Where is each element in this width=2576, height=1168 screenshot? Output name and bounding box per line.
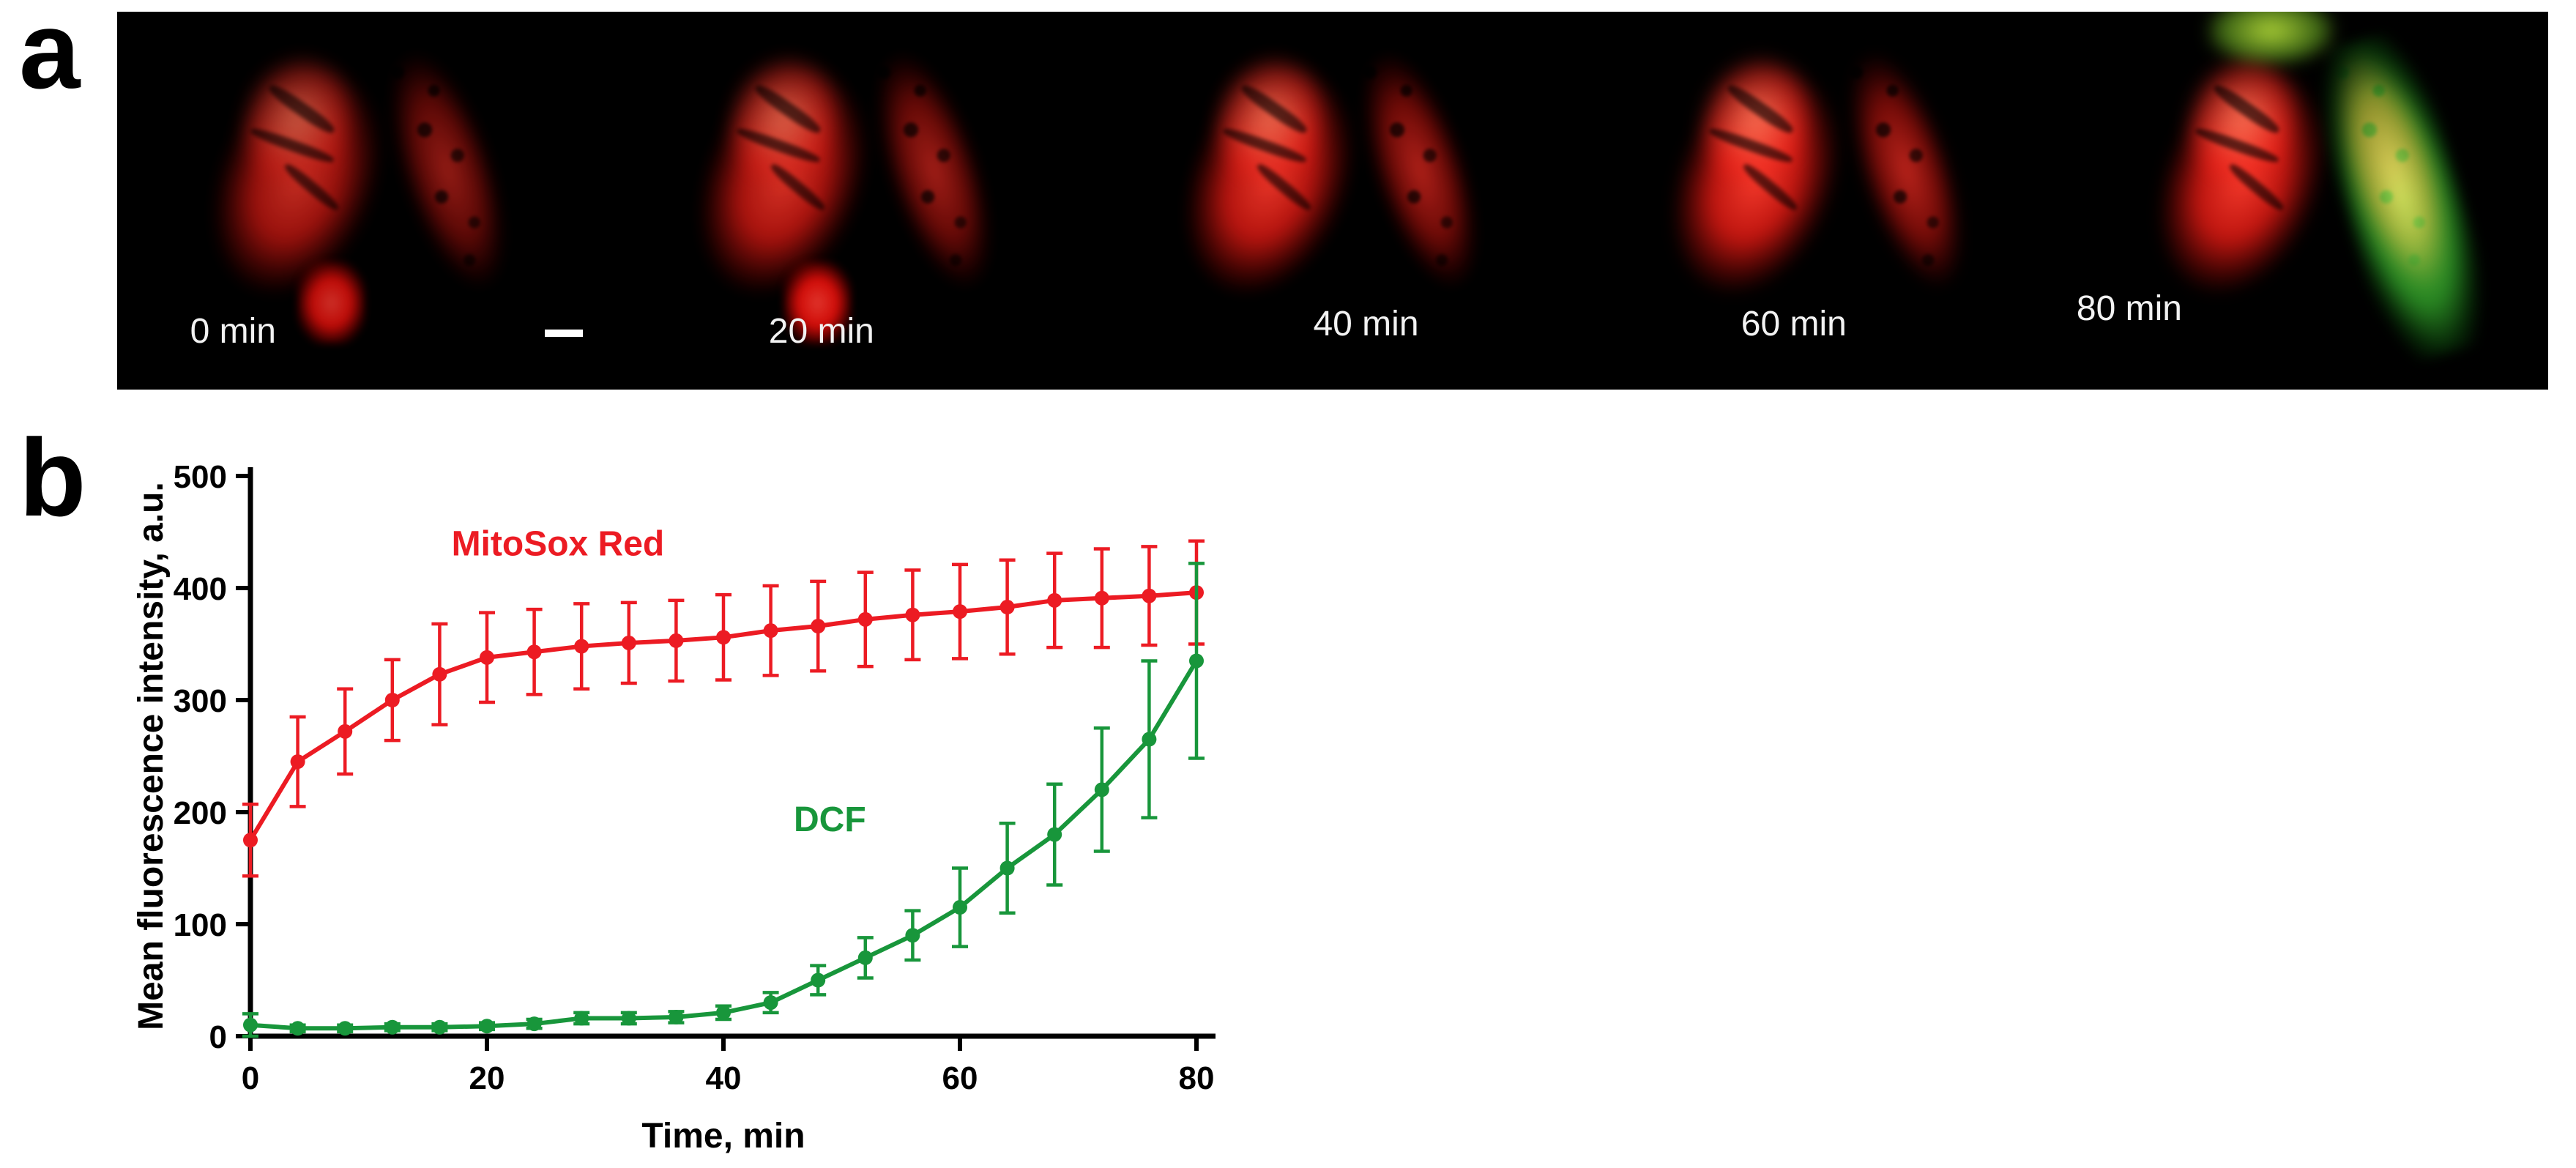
x-tick-label: 0 [242,1060,259,1096]
data-point [905,607,920,622]
data-point [526,644,542,660]
data-point [999,600,1015,615]
y-axis-label: Mean fluorescence intensity, a.u. [132,482,171,1030]
data-point [384,693,400,707]
data-point [432,1019,447,1035]
fluorescence-cells-image [603,12,1090,390]
data-point [290,754,305,770]
data-point [811,972,826,988]
micrograph-frame: 80 min [2062,12,2548,390]
x-tick-label: 80 [1179,1060,1215,1096]
data-point [243,1017,258,1033]
time-label: 20 min [768,312,874,351]
time-label: 0 min [190,312,276,351]
x-tick-label: 40 [706,1060,742,1096]
data-point [669,1009,684,1024]
y-tick-label: 100 [174,907,227,943]
micrograph-frame: 60 min [1576,12,2062,390]
data-point [1047,827,1062,842]
time-label: 40 min [1313,305,1419,344]
time-label: 60 min [1741,305,1847,344]
micrograph-frame: 20 min [603,12,1090,390]
y-tick-label: 300 [174,683,227,719]
data-point [1047,592,1062,608]
data-point [953,900,967,915]
data-point [1142,732,1157,747]
data-point [1142,588,1157,603]
data-point [574,1011,589,1026]
y-tick-label: 0 [209,1019,227,1055]
series-dcf [242,562,1205,1038]
green-fluorescence-overlay [2208,12,2334,65]
line-chart: 0 100 200 300 400 500 0 20 40 60 80 Time, min Mean f… [132,459,1216,1156]
data-point [857,950,873,965]
data-point [574,639,589,654]
data-point [999,860,1015,876]
micrograph-strip: 0 min 20 min 40 min 60 min 80 min [117,12,2548,390]
data-point [763,623,778,639]
scale-bar [545,329,584,337]
data-point [857,611,873,627]
data-point [763,995,778,1011]
data-point [480,650,494,665]
data-point [480,1019,494,1034]
x-axis-label: Time, min [641,1117,805,1156]
data-point [905,928,920,943]
fluorescence-cells-image [2062,12,2548,390]
data-point [811,619,826,634]
y-tick-label: 400 [174,571,227,607]
panel-b-label: b [19,416,86,539]
fluorescence-cells-image [117,12,603,390]
bright-red-spot [783,261,852,345]
y-tick-label: 200 [174,795,227,831]
data-point [1189,653,1204,669]
series-label-annotation: DCF [794,800,866,839]
data-point [669,633,684,648]
y-tick-label: 500 [174,459,227,495]
data-point [1094,782,1109,797]
data-point [621,635,636,650]
micrograph-frame: 40 min [1090,12,1576,390]
series-mitosox-red [242,539,1205,878]
micrograph-frame: 0 min [117,12,603,390]
data-point [953,604,967,620]
data-point [432,666,447,682]
bright-red-spot [297,261,365,345]
data-point [1094,590,1109,606]
x-tick-label: 20 [469,1060,505,1096]
data-point [384,1019,400,1035]
time-label: 80 min [2076,289,2182,329]
series-label-annotation: MitoSox Red [452,525,665,564]
axes: 0 100 200 300 400 500 0 20 40 60 80 [174,459,1216,1096]
x-tick-label: 60 [942,1060,978,1096]
data-point [243,833,258,848]
data-point [338,1021,353,1036]
data-point [290,1021,305,1036]
data-point [716,1005,731,1020]
data-point [716,630,731,645]
data-point [338,724,353,739]
data-point [526,1016,542,1032]
panel-a-label: a [19,0,81,111]
data-point [621,1011,636,1026]
